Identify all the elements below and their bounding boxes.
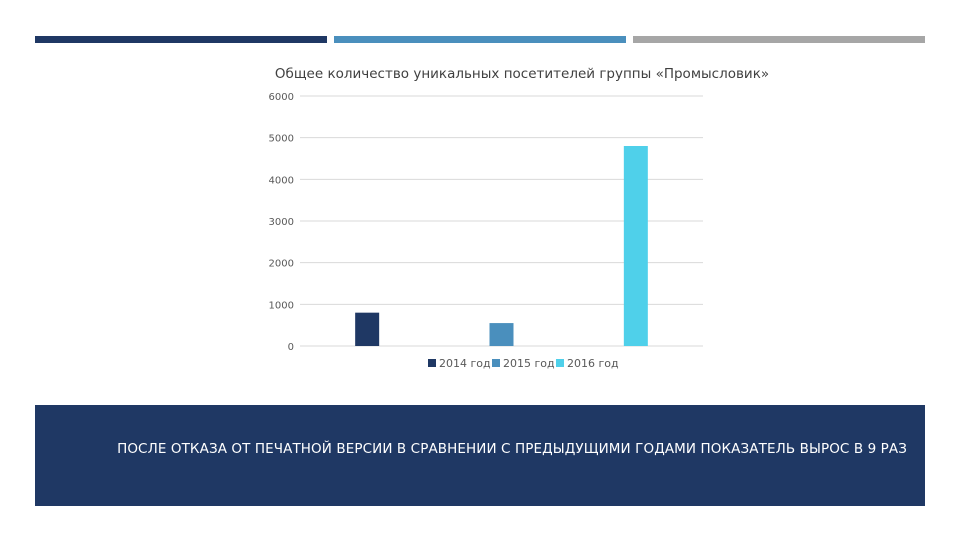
y-tick-label: 0: [288, 342, 294, 353]
legend-label: 2015 год: [503, 357, 555, 370]
bars: [355, 146, 648, 346]
legend-label: 2016 год: [567, 357, 619, 370]
y-tick-label: 6000: [269, 92, 294, 103]
y-tick-label: 2000: [269, 259, 294, 270]
legend-swatch: [556, 359, 564, 367]
chart-title: Общее количество уникальных посетителей …: [275, 66, 769, 82]
chart: Общее количество уникальных посетителей …: [269, 66, 770, 370]
header-stripe-2: [334, 36, 626, 43]
bar-2014-год: [355, 312, 380, 346]
conclusion-text: ПОСЛЕ ОТКАЗА ОТ ПЕЧАТНОЙ ВЕРСИИ В СРАВНЕ…: [117, 441, 907, 457]
header-stripe-3: [633, 36, 925, 43]
header-stripe-1: [35, 36, 327, 43]
bar-2016-год: [623, 146, 648, 346]
y-tick-label: 1000: [269, 300, 294, 311]
y-tick-label: 4000: [269, 175, 294, 186]
legend-swatch: [428, 359, 436, 367]
conclusion-banner: ПОСЛЕ ОТКАЗА ОТ ПЕЧАТНОЙ ВЕРСИИ В СРАВНЕ…: [35, 405, 925, 506]
legend: 2014 год 2015 год 2016 год: [428, 357, 619, 370]
y-tick-label: 5000: [269, 134, 294, 145]
legend-label: 2014 год: [439, 357, 491, 370]
y-tick-label: 3000: [269, 217, 294, 228]
legend-swatch: [492, 359, 500, 367]
y-axis-ticks: 0 1000 2000 3000 4000 5000 6000: [269, 92, 294, 353]
bar-2015-год: [489, 323, 514, 346]
